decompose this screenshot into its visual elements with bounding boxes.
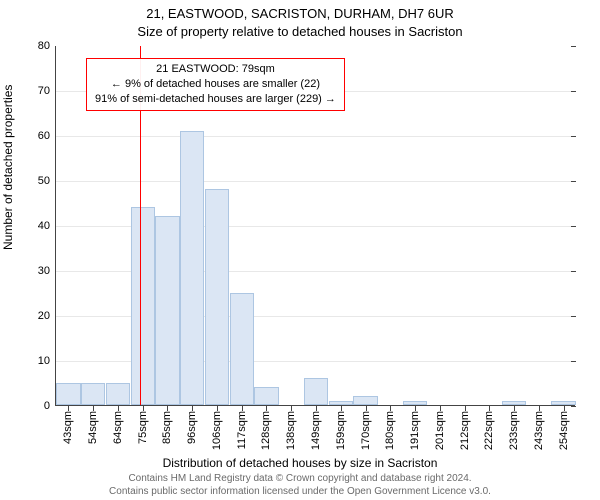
chart-plot-area: 0102030405060708043sqm54sqm64sqm75sqm85s… <box>55 46 575 406</box>
y-tick-mark <box>571 46 576 47</box>
annotation-line: 91% of semi-detached houses are larger (… <box>95 92 336 107</box>
y-tick-mark <box>571 361 576 362</box>
gridline <box>56 181 575 182</box>
y-tick-mark <box>571 271 576 272</box>
x-tick-label: 233sqm <box>508 405 520 450</box>
x-tick-label: 128sqm <box>260 405 272 450</box>
y-tick-mark <box>571 181 576 182</box>
x-tick-label: 75sqm <box>137 405 149 444</box>
x-tick-label: 54sqm <box>87 405 99 444</box>
x-tick-label: 170sqm <box>360 405 372 450</box>
x-tick-label: 85sqm <box>161 405 173 444</box>
x-tick-label: 201sqm <box>434 405 446 450</box>
y-tick-label: 40 <box>38 220 56 232</box>
histogram-bar <box>155 216 179 405</box>
y-tick-label: 10 <box>38 355 56 367</box>
x-axis-label: Distribution of detached houses by size … <box>0 456 600 470</box>
y-tick-label: 70 <box>38 85 56 97</box>
x-tick-label: 149sqm <box>310 405 322 450</box>
annotation-line: 21 EASTWOOD: 79sqm <box>95 62 336 77</box>
y-tick-mark <box>571 91 576 92</box>
y-tick-label: 20 <box>38 310 56 322</box>
footer-attribution: Contains HM Land Registry data © Crown c… <box>0 473 600 498</box>
y-tick-mark <box>571 136 576 137</box>
chart-title-main: 21, EASTWOOD, SACRISTON, DURHAM, DH7 6UR <box>0 6 600 21</box>
x-tick-label: 159sqm <box>335 405 347 450</box>
y-tick-mark <box>571 406 576 407</box>
histogram-bar <box>56 383 80 406</box>
histogram-bar <box>205 189 229 405</box>
y-tick-label: 60 <box>38 130 56 142</box>
x-tick-label: 254sqm <box>558 405 570 450</box>
x-tick-label: 43sqm <box>62 405 74 444</box>
y-tick-label: 80 <box>38 40 56 52</box>
x-tick-label: 138sqm <box>285 405 297 450</box>
histogram-bar <box>81 383 105 406</box>
y-tick-label: 50 <box>38 175 56 187</box>
histogram-bar <box>131 207 155 405</box>
histogram-bar <box>353 396 377 405</box>
x-tick-label: 222sqm <box>483 405 495 450</box>
histogram-bar <box>254 387 278 405</box>
y-tick-mark <box>571 226 576 227</box>
y-tick-label: 0 <box>44 400 56 412</box>
x-tick-label: 117sqm <box>236 405 248 449</box>
marker-annotation-box: 21 EASTWOOD: 79sqm ← 9% of detached hous… <box>86 58 345 111</box>
x-tick-label: 96sqm <box>186 405 198 444</box>
footer-line: Contains HM Land Registry data © Crown c… <box>0 473 600 486</box>
x-tick-label: 180sqm <box>384 405 396 450</box>
x-tick-label: 243sqm <box>533 405 545 450</box>
y-tick-mark <box>571 316 576 317</box>
histogram-bar <box>180 131 204 406</box>
footer-line: Contains public sector information licen… <box>0 486 600 499</box>
annotation-line: ← 9% of detached houses are smaller (22) <box>95 77 336 92</box>
y-tick-label: 30 <box>38 265 56 277</box>
histogram-bar <box>230 293 254 406</box>
x-tick-label: 212sqm <box>459 405 471 450</box>
gridline <box>56 136 575 137</box>
chart-title-sub: Size of property relative to detached ho… <box>0 24 600 39</box>
histogram-bar <box>304 378 328 405</box>
y-axis-label: Number of detached properties <box>1 85 15 250</box>
x-tick-label: 191sqm <box>409 405 421 450</box>
x-tick-label: 64sqm <box>112 405 124 444</box>
histogram-bar <box>106 383 130 406</box>
x-tick-label: 106sqm <box>211 405 223 450</box>
